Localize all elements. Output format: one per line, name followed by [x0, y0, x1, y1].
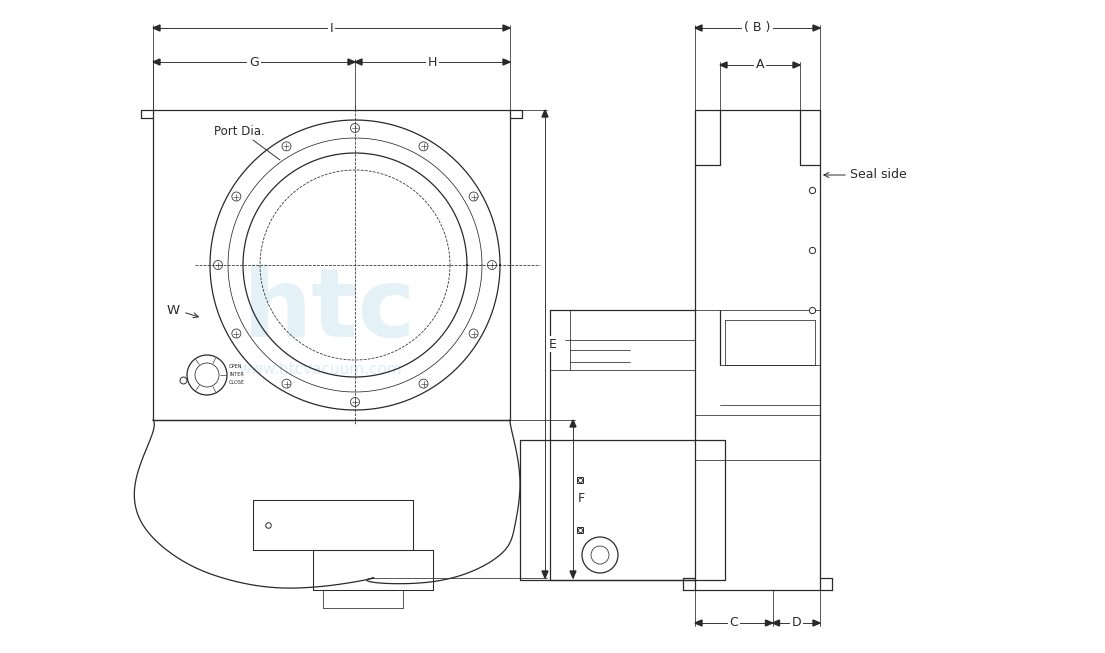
Polygon shape [695, 25, 702, 31]
Polygon shape [355, 59, 362, 65]
Text: CLOSE: CLOSE [229, 381, 245, 385]
Polygon shape [152, 25, 160, 31]
Text: H: H [428, 56, 438, 69]
Polygon shape [152, 59, 160, 65]
Polygon shape [695, 620, 702, 626]
Text: C: C [729, 616, 738, 629]
Polygon shape [772, 620, 779, 626]
Polygon shape [570, 420, 576, 427]
Polygon shape [766, 620, 772, 626]
Polygon shape [503, 59, 511, 65]
Text: Port Dia.: Port Dia. [214, 125, 265, 138]
Text: ( B ): ( B ) [745, 22, 770, 35]
Polygon shape [813, 620, 820, 626]
Text: W: W [167, 304, 180, 317]
Text: D: D [791, 616, 801, 629]
Polygon shape [793, 62, 800, 68]
Text: F: F [578, 492, 585, 505]
Text: E: E [549, 338, 557, 351]
Polygon shape [503, 25, 511, 31]
Text: INTER: INTER [229, 372, 244, 377]
Text: A: A [756, 59, 765, 71]
Text: Seal side: Seal side [850, 168, 907, 182]
Polygon shape [541, 571, 548, 578]
Text: G: G [249, 56, 259, 69]
Polygon shape [813, 25, 820, 31]
Polygon shape [541, 110, 548, 117]
Polygon shape [570, 571, 576, 578]
Text: OPEN: OPEN [229, 364, 242, 370]
Text: I: I [329, 22, 334, 35]
Text: htc: htc [243, 264, 417, 357]
Polygon shape [348, 59, 355, 65]
Text: www.htcvacuum.com: www.htcvacuum.com [238, 362, 402, 377]
Polygon shape [720, 62, 727, 68]
